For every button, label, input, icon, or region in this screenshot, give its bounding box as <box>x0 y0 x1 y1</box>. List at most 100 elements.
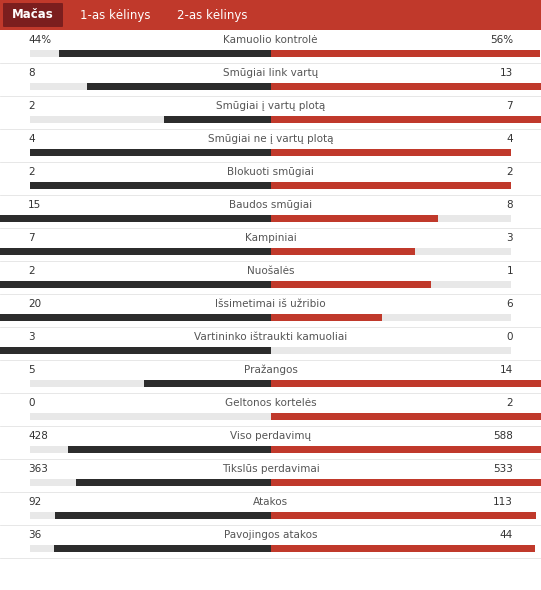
Bar <box>0 248 270 255</box>
FancyBboxPatch shape <box>3 3 63 27</box>
Text: 2: 2 <box>506 167 513 177</box>
Bar <box>0 360 541 393</box>
Text: 1: 1 <box>506 266 513 276</box>
Bar <box>30 182 270 189</box>
Text: 20: 20 <box>28 299 41 309</box>
Bar <box>270 83 541 90</box>
Bar <box>0 228 541 261</box>
Text: 6: 6 <box>506 299 513 309</box>
Bar <box>163 116 270 123</box>
Text: 56%: 56% <box>490 35 513 45</box>
Text: 92: 92 <box>28 497 41 507</box>
Text: 8: 8 <box>506 200 513 210</box>
Bar <box>0 261 541 294</box>
Bar <box>270 446 541 453</box>
Bar <box>270 116 541 123</box>
Text: Atakos: Atakos <box>253 497 288 507</box>
Text: 4: 4 <box>28 134 35 144</box>
Text: 5: 5 <box>28 365 35 375</box>
Bar <box>0 347 270 354</box>
Text: 44: 44 <box>500 530 513 540</box>
Bar <box>59 50 270 57</box>
Bar <box>270 512 536 519</box>
Text: 2-as kėlinys: 2-as kėlinys <box>177 8 247 21</box>
Text: 428: 428 <box>28 431 48 441</box>
Bar <box>30 248 511 255</box>
Bar <box>270 215 438 222</box>
Text: 15: 15 <box>28 200 41 210</box>
Bar <box>30 512 511 519</box>
Text: Nuošalės: Nuošalės <box>247 266 294 276</box>
Bar <box>0 129 541 162</box>
Bar <box>55 512 270 519</box>
Bar <box>0 215 270 222</box>
Text: 1-as kėlinys: 1-as kėlinys <box>80 8 150 21</box>
Bar <box>54 545 270 552</box>
Bar <box>0 281 270 288</box>
Text: Smūgiai link vartų: Smūgiai link vartų <box>223 68 318 78</box>
Bar <box>0 162 541 195</box>
Bar <box>0 327 541 360</box>
Bar <box>270 182 511 189</box>
Bar <box>30 446 511 453</box>
Text: Kamuolio kontrolė: Kamuolio kontrolė <box>223 35 318 45</box>
Text: Smūgiai į vartų plotą: Smūgiai į vartų plotą <box>216 101 325 111</box>
Text: Mačas: Mačas <box>12 8 54 21</box>
Text: 36: 36 <box>28 530 41 540</box>
Text: 7: 7 <box>28 233 35 243</box>
Text: 3: 3 <box>506 233 513 243</box>
Text: 4: 4 <box>506 134 513 144</box>
Text: Blokuoti smūgiai: Blokuoti smūgiai <box>227 167 314 177</box>
Text: 2: 2 <box>506 398 513 408</box>
Text: 3: 3 <box>28 332 35 342</box>
Bar <box>30 380 511 387</box>
Bar <box>30 545 511 552</box>
Bar <box>270 50 540 57</box>
Bar <box>0 63 541 96</box>
Bar <box>0 195 541 228</box>
Text: Smūgiai ne į vartų plotą: Smūgiai ne į vartų plotą <box>208 134 333 144</box>
Bar <box>270 281 431 288</box>
Text: 2: 2 <box>28 266 35 276</box>
Text: 13: 13 <box>500 68 513 78</box>
Text: 14: 14 <box>500 365 513 375</box>
Bar <box>0 393 541 426</box>
Text: 0: 0 <box>506 332 513 342</box>
Bar <box>30 50 511 57</box>
Bar <box>270 380 541 387</box>
Bar <box>30 281 511 288</box>
Bar <box>30 149 270 156</box>
Bar <box>0 314 270 321</box>
Text: Išsimetimai iš užribio: Išsimetimai iš užribio <box>215 299 326 309</box>
Text: Pražangos: Pražangos <box>243 365 298 375</box>
Text: Geltonos kortelės: Geltonos kortelės <box>225 398 316 408</box>
Text: 2: 2 <box>28 167 35 177</box>
Bar <box>270 479 541 486</box>
Bar <box>0 492 541 525</box>
Text: 8: 8 <box>28 68 35 78</box>
Text: Baudos smūgiai: Baudos smūgiai <box>229 200 312 210</box>
Bar <box>30 215 511 222</box>
Text: 44%: 44% <box>28 35 51 45</box>
Bar <box>0 96 541 129</box>
Text: 0: 0 <box>28 398 35 408</box>
Bar <box>30 479 511 486</box>
Bar <box>30 116 511 123</box>
Text: 2: 2 <box>28 101 35 111</box>
Text: Pavojingos atakos: Pavojingos atakos <box>224 530 317 540</box>
Bar <box>30 347 511 354</box>
Bar <box>0 30 541 63</box>
Bar <box>270 248 415 255</box>
Bar <box>76 479 270 486</box>
Bar <box>30 83 511 90</box>
Text: 588: 588 <box>493 431 513 441</box>
Text: 363: 363 <box>28 464 48 474</box>
Bar <box>87 83 270 90</box>
Bar <box>144 380 270 387</box>
Text: Kampiniai: Kampiniai <box>245 233 296 243</box>
Bar <box>30 182 511 189</box>
Text: Tikslūs perdavimai: Tikslūs perdavimai <box>222 464 319 474</box>
Bar <box>0 426 541 459</box>
Bar <box>30 149 511 156</box>
Bar <box>270 413 541 420</box>
